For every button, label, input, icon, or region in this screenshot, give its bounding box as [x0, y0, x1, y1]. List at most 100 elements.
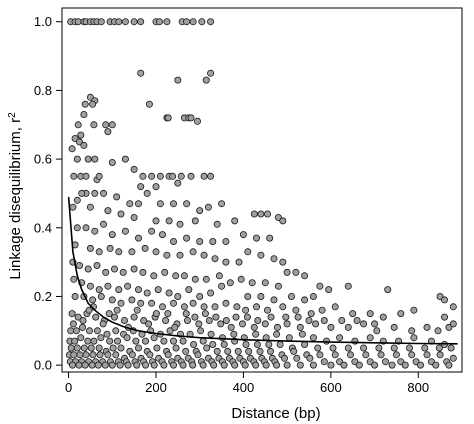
- data-point: [423, 351, 431, 359]
- data-point: [349, 310, 357, 318]
- data-point: [207, 69, 215, 77]
- data-point: [408, 327, 416, 335]
- data-point: [242, 306, 250, 314]
- data-point: [449, 320, 457, 328]
- data-point: [189, 361, 197, 369]
- data-point: [189, 248, 197, 256]
- data-point: [292, 306, 300, 314]
- data-point: [375, 344, 383, 352]
- data-point: [111, 313, 119, 321]
- data-point: [344, 323, 352, 331]
- data-point: [137, 299, 145, 307]
- data-point: [273, 330, 281, 338]
- data-point: [230, 330, 238, 338]
- data-point: [237, 275, 245, 283]
- data-point: [154, 286, 162, 294]
- data-point: [435, 344, 443, 352]
- data-point: [200, 303, 208, 311]
- data-point: [301, 272, 309, 280]
- data-point: [243, 313, 251, 321]
- data-point: [410, 334, 418, 342]
- data-point: [226, 279, 234, 287]
- data-point: [197, 327, 205, 335]
- data-point: [194, 351, 202, 359]
- data-point: [100, 220, 108, 228]
- data-point: [220, 361, 228, 369]
- data-point: [86, 327, 94, 335]
- data-point: [301, 296, 309, 304]
- data-point: [283, 361, 291, 369]
- data-point: [220, 340, 228, 348]
- data-point: [76, 351, 84, 359]
- data-point: [71, 292, 79, 300]
- plot-border: [61, 7, 463, 373]
- data-point: [108, 121, 116, 129]
- data-point: [121, 18, 129, 26]
- x-tick-label: 200: [145, 380, 167, 395]
- data-point: [115, 18, 123, 26]
- data-point: [224, 347, 232, 355]
- data-point: [316, 282, 324, 290]
- data-point: [152, 248, 160, 256]
- data-point: [130, 165, 138, 173]
- y-axis: 0.0 0.2 0.4 0.6 0.8 1.0: [34, 14, 62, 373]
- data-point: [145, 320, 153, 328]
- data-point: [68, 310, 76, 318]
- y-axis-title-superscript: 2: [7, 112, 18, 118]
- data-point: [108, 158, 116, 166]
- data-point: [235, 258, 243, 266]
- y-tick-label: 0.2: [34, 289, 52, 304]
- x-axis: 0 200 400 600 800: [65, 372, 429, 395]
- data-point: [445, 361, 453, 369]
- data-point: [183, 18, 191, 26]
- data-point: [164, 351, 172, 359]
- data-point: [241, 361, 249, 369]
- data-point: [152, 183, 160, 191]
- data-point: [190, 340, 198, 348]
- data-point: [314, 344, 322, 352]
- data-point: [263, 306, 271, 314]
- data-point: [205, 316, 213, 324]
- data-point: [392, 351, 400, 359]
- data-point: [73, 224, 81, 232]
- data-point: [70, 351, 78, 359]
- data-point: [91, 189, 99, 197]
- data-point: [72, 327, 80, 335]
- data-point: [346, 351, 354, 359]
- data-point: [279, 258, 287, 266]
- data-point: [165, 217, 173, 225]
- data-point: [74, 121, 82, 129]
- data-point: [198, 18, 206, 26]
- data-point: [105, 310, 113, 318]
- data-point: [82, 172, 90, 180]
- data-point: [137, 69, 145, 77]
- data-point: [158, 231, 166, 239]
- data-point: [137, 18, 145, 26]
- data-point: [379, 313, 387, 321]
- data-point: [203, 344, 211, 352]
- data-point: [449, 354, 457, 362]
- data-point: [200, 251, 208, 259]
- data-point: [183, 200, 191, 208]
- data-point: [133, 306, 141, 314]
- data-point: [162, 316, 170, 324]
- data-point: [320, 316, 328, 324]
- data-point: [331, 351, 339, 359]
- data-point: [231, 361, 239, 369]
- data-point: [128, 296, 136, 304]
- data-point: [126, 200, 134, 208]
- data-point: [327, 361, 335, 369]
- data-point: [106, 244, 114, 252]
- data-point: [80, 111, 88, 119]
- data-point: [134, 286, 142, 294]
- data-point: [193, 117, 201, 125]
- data-point: [408, 351, 416, 359]
- data-point: [252, 303, 260, 311]
- data-point: [296, 361, 304, 369]
- data-point: [290, 347, 298, 355]
- data-point: [152, 217, 160, 225]
- y-tick-label: 0.8: [34, 83, 52, 98]
- data-point: [90, 337, 98, 345]
- data-point: [95, 286, 103, 294]
